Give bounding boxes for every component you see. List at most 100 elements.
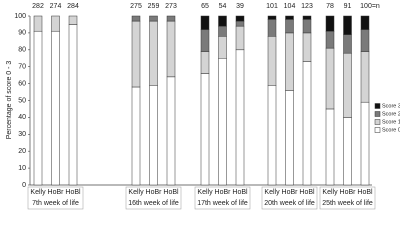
bar-segment [149, 85, 158, 186]
bar-segment [218, 15, 227, 27]
bar-segment [343, 15, 352, 35]
count-label: 65 [201, 3, 209, 10]
count-label: 259 [148, 3, 160, 10]
bar-segment [267, 36, 277, 86]
bar-segment [343, 52, 352, 118]
bar-segment [325, 108, 335, 186]
legend-swatch [374, 127, 381, 133]
x-tick-label: Kelly [264, 189, 280, 196]
bar-segment [360, 29, 370, 52]
count-label: 273 [165, 3, 177, 10]
bar-segment [360, 51, 370, 103]
group-box [319, 186, 376, 210]
bar-segment [218, 25, 227, 37]
count-label: 54 [219, 3, 227, 10]
bar-segment [285, 90, 294, 186]
bar-segment [33, 15, 43, 32]
bar-segment [68, 24, 78, 186]
count-label: 274 [50, 3, 62, 10]
bar-segment [267, 19, 277, 37]
x-tick-label: Kelly [197, 189, 213, 196]
group-label: 7th week of life [32, 200, 79, 207]
legend-label: Score 0 [382, 127, 400, 133]
bar-segment [285, 32, 294, 91]
y-tick-label: 100 [14, 13, 26, 20]
y-tick-label: 30 [18, 131, 26, 138]
count-label: 39 [236, 3, 244, 10]
group-label: 20th week of life [264, 200, 315, 207]
x-tick-label: HoBl [65, 189, 81, 196]
bar-segment [149, 15, 158, 22]
legend-label: Score 2 [382, 111, 400, 117]
group-box [194, 186, 251, 210]
bar-segment [235, 49, 245, 186]
bar-segment [267, 15, 277, 20]
bar-segment [200, 29, 210, 52]
legend-swatch [374, 103, 381, 109]
count-label: 104 [284, 3, 296, 10]
x-tick-label: Kelly [322, 189, 338, 196]
bar-segment [285, 15, 294, 20]
y-tick-label: 70 [18, 64, 26, 71]
bar-segment [325, 30, 335, 49]
bar-segment [51, 15, 60, 32]
x-tick-label: HoBl [232, 189, 248, 196]
group-label: 25th week of life [322, 200, 373, 207]
bar-segment [131, 20, 141, 88]
bar-segment [302, 32, 312, 62]
y-tick-label: 50 [18, 97, 26, 104]
bar-segment [235, 15, 245, 22]
y-axis-label: Percentage of score 0 - 3 [6, 61, 13, 140]
count-label: 282 [32, 3, 44, 10]
count-label: 284 [67, 3, 79, 10]
chart: Percentage of score 0 - 3 0 10 20 30 40 50 60 7… [6, 3, 400, 210]
bar-segment [302, 15, 312, 20]
bar-segment [200, 51, 210, 74]
count-label: 100=n [360, 3, 380, 10]
y-tick-label: 20 [18, 148, 26, 155]
bar-segment [325, 47, 335, 110]
y-tick-label: 0 [22, 182, 26, 189]
bar-segment [200, 73, 210, 186]
count-label: 123 [301, 3, 313, 10]
bar-segment [68, 15, 78, 25]
group-box [27, 186, 84, 210]
bar-segment [218, 36, 227, 59]
count-label: 91 [344, 3, 352, 10]
y-tick-label: 10 [18, 165, 26, 172]
legend-swatch [374, 111, 381, 117]
legend-label: Score 3 [382, 103, 400, 109]
x-tick-label: HoBr [48, 189, 65, 196]
x-tick-label: HoBl [299, 189, 315, 196]
x-tick-label: HoBl [163, 189, 179, 196]
bar-segment [200, 15, 210, 30]
bar-segment [325, 15, 335, 32]
y-tick-label: 40 [18, 114, 26, 121]
x-tick-label: HoBr [340, 189, 357, 196]
bar-segment [166, 20, 176, 78]
bar-segment [360, 101, 370, 186]
legend-swatch [374, 119, 381, 125]
x-tick-label: HoBl [357, 189, 373, 196]
bar-segment [235, 20, 245, 27]
bar-segment [131, 15, 141, 22]
bar-segment [235, 25, 245, 51]
y-tick-label: 90 [18, 30, 26, 37]
x-tick-label: HoBr [282, 189, 299, 196]
bar-segment [267, 85, 277, 186]
x-tick-label: HoBr [146, 189, 163, 196]
bar-segment [149, 20, 158, 86]
count-label: 78 [326, 3, 334, 10]
group-label: 16th week of life [128, 200, 179, 207]
group-box [261, 186, 318, 210]
count-label: 275 [130, 3, 142, 10]
bar-segment [302, 19, 312, 34]
count-label: 101 [266, 3, 278, 10]
legend-label: Score 1 [382, 119, 400, 125]
group-label: 17th week of life [197, 200, 248, 207]
bar-segment [343, 117, 352, 186]
bar-segment [166, 76, 176, 186]
bar-segment [218, 58, 227, 186]
bar-segment [343, 34, 352, 54]
bar-segment [51, 30, 60, 186]
